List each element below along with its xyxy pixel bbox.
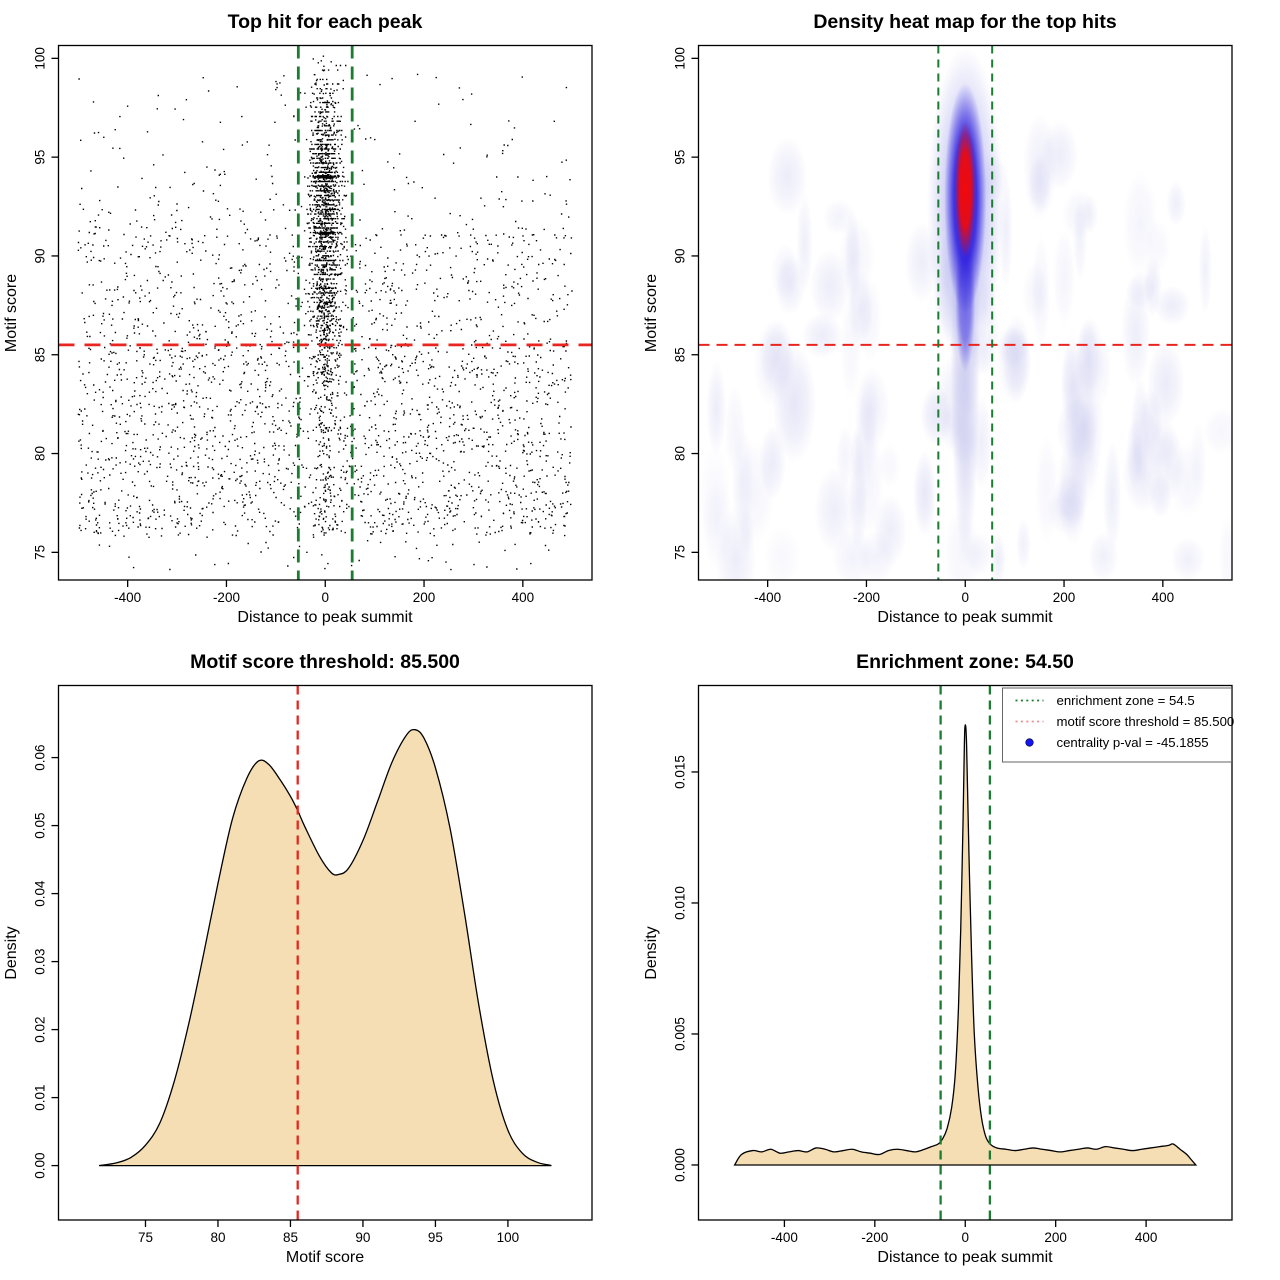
svg-text:75: 75 xyxy=(673,545,688,560)
plot-frame xyxy=(697,684,1233,1221)
svg-text:-200: -200 xyxy=(861,1230,888,1245)
legend-label-centrality-pval: centrality p-val = -45.1855 xyxy=(1057,735,1209,750)
svg-text:0: 0 xyxy=(321,590,329,605)
svg-text:0.005: 0.005 xyxy=(673,1017,688,1051)
top-hits-scatter-plot-area: -400 -200 0 200 400 75 80 85 90 95 100 xyxy=(33,44,593,605)
svg-text:100: 100 xyxy=(497,1230,520,1245)
svg-text:0.015: 0.015 xyxy=(673,755,688,789)
motif-score-density-title: Motif score threshold: 85.500 xyxy=(190,651,460,673)
panel-top-hits-scatter: -400 -200 0 200 400 75 80 85 90 95 100 Top hit for… xyxy=(0,0,640,640)
points-layer xyxy=(77,55,573,571)
top-hits-heatmap-ylabel: Motif score xyxy=(643,274,660,352)
top-hits-scatter-figure: -400 -200 0 200 400 75 80 85 90 95 100 Top hit for… xyxy=(3,11,593,626)
plot-frame xyxy=(697,44,1233,581)
top-hits-heatmap-plot-area: -400 -200 0 200 400 75 80 85 90 95 100 xyxy=(673,44,1233,605)
svg-text:90: 90 xyxy=(33,248,48,263)
plot-frame xyxy=(57,684,593,1221)
heat-layer xyxy=(698,47,1232,580)
svg-text:0.03: 0.03 xyxy=(33,948,48,974)
x-axis-ticks: -400 -200 0 200 400 xyxy=(771,1220,1157,1245)
svg-text:0: 0 xyxy=(961,1230,969,1245)
svg-text:100: 100 xyxy=(673,47,688,70)
density-curve xyxy=(98,728,552,1167)
y-axis-ticks: 75 80 85 90 95 100 xyxy=(33,47,59,560)
svg-text:95: 95 xyxy=(428,1230,443,1245)
summit-distance-density-plot-area: -400 -200 0 200 400 0.000 0.005 0.010 0.015 xyxy=(673,684,1233,1245)
y-axis-ticks: 0.000 0.005 0.010 0.015 xyxy=(673,755,699,1182)
y-axis-ticks: 75 80 85 90 95 100 xyxy=(673,47,699,560)
top-hits-scatter-xlabel: Distance to peak summit xyxy=(237,609,413,626)
motif-score-density-figure: 75 80 85 90 95 1000.000.010.020.030.040.050.0… xyxy=(3,651,593,1266)
svg-text:400: 400 xyxy=(1135,1230,1158,1245)
svg-text:0.010: 0.010 xyxy=(673,886,688,920)
x-axis-ticks: -400 -200 0 200 400 xyxy=(754,580,1174,605)
svg-text:0: 0 xyxy=(961,590,969,605)
svg-text:200: 200 xyxy=(1044,1230,1067,1245)
svg-text:85: 85 xyxy=(33,347,48,362)
y-axis-ticks: 0.00 0.01 0.02 0.03 0.04 0.05 0.06 xyxy=(33,744,59,1179)
svg-text:90: 90 xyxy=(355,1230,370,1245)
top-hits-scatter-title: Top hit for each peak xyxy=(228,11,423,33)
panel-motif-score-density: 75 80 85 90 95 100 0.00 0.01 0.02 0.03 0.04 0.05 0.0… xyxy=(0,640,640,1280)
x-axis-ticks: 75 80 85 90 95 100 xyxy=(138,1220,519,1245)
svg-text:85: 85 xyxy=(283,1230,298,1245)
x-axis-ticks: -400 -200 0 200 400 xyxy=(114,580,534,605)
svg-text:75: 75 xyxy=(33,545,48,560)
panel-top-hits-heatmap: -400 -200 0 200 400 75 80 85 90 95 100 Density hea… xyxy=(640,0,1280,640)
svg-text:-400: -400 xyxy=(114,590,141,605)
svg-text:0.02: 0.02 xyxy=(33,1016,48,1042)
svg-text:95: 95 xyxy=(673,150,688,165)
svg-text:0.04: 0.04 xyxy=(33,880,48,907)
legend: enrichment zone = 54.5 motif score thres… xyxy=(1002,687,1235,763)
svg-text:95: 95 xyxy=(33,150,48,165)
top-hits-scatter-ylabel: Motif score xyxy=(3,274,20,352)
svg-text:-400: -400 xyxy=(754,590,781,605)
svg-text:200: 200 xyxy=(413,590,436,605)
motif-score-density-ylabel: Density xyxy=(3,926,20,979)
svg-text:200: 200 xyxy=(1053,590,1076,605)
legend-label-motif-threshold: motif score threshold = 85.500 xyxy=(1057,714,1235,729)
svg-text:80: 80 xyxy=(33,446,48,461)
top-hits-heatmap-xlabel: Distance to peak summit xyxy=(877,609,1053,626)
legend-sample-centrality-dot xyxy=(1025,738,1034,747)
top-hits-heatmap-title: Density heat map for the top hits xyxy=(813,11,1117,33)
motif-score-density-plot-area: 75 80 85 90 95 1000.000.010.020.030.040.050.0… xyxy=(33,684,593,1245)
svg-text:90: 90 xyxy=(673,248,688,263)
svg-text:0.00: 0.00 xyxy=(33,1152,48,1178)
density-curve xyxy=(733,724,1198,1166)
summit-distance-density-figure: -400 -200 0 200 400 0.000 0.005 0.010 0.015 enri… xyxy=(643,651,1235,1266)
svg-text:-200: -200 xyxy=(853,590,880,605)
svg-text:0.000: 0.000 xyxy=(673,1148,688,1182)
summit-distance-density-xlabel: Distance to peak summit xyxy=(877,1249,1053,1266)
svg-text:400: 400 xyxy=(1152,590,1175,605)
motif-score-density-xlabel: Motif score xyxy=(286,1249,364,1266)
svg-text:0.05: 0.05 xyxy=(33,812,48,838)
svg-text:100: 100 xyxy=(33,47,48,70)
svg-text:-400: -400 xyxy=(771,1230,798,1245)
svg-text:0.01: 0.01 xyxy=(33,1084,48,1110)
svg-text:85: 85 xyxy=(673,347,688,362)
svg-text:80: 80 xyxy=(210,1230,225,1245)
plot-frame xyxy=(57,44,593,581)
svg-text:400: 400 xyxy=(512,590,535,605)
svg-text:80: 80 xyxy=(673,446,688,461)
top-hits-heatmap-figure: -400 -200 0 200 400 75 80 85 90 95 100 Density hea… xyxy=(643,11,1233,626)
svg-text:-200: -200 xyxy=(213,590,240,605)
svg-text:0.06: 0.06 xyxy=(33,744,48,770)
panel-summit-distance-density: -400 -200 0 200 400 0.000 0.005 0.010 0.015 enri… xyxy=(640,640,1280,1280)
summit-distance-density-ylabel: Density xyxy=(643,926,660,979)
legend-box xyxy=(1002,687,1232,763)
svg-text:75: 75 xyxy=(138,1230,153,1245)
summit-distance-density-title: Enrichment zone: 54.50 xyxy=(856,651,1074,673)
legend-label-enrichment-zone: enrichment zone = 54.5 xyxy=(1057,693,1195,708)
